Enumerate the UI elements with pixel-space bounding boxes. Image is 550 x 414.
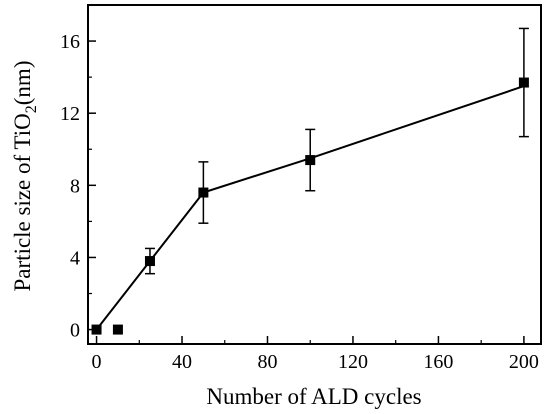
- y-tick-label: 16: [60, 31, 80, 53]
- y-tick-label: 0: [70, 320, 80, 342]
- x-tick-label: 120: [338, 351, 368, 373]
- data-point: [518, 77, 529, 88]
- y-axis-label-suffix: (nm): [10, 61, 35, 106]
- y-tick-label: 4: [70, 247, 80, 269]
- ticks: 0 40 80 120 160 200 0 4 8 12 16: [60, 31, 539, 373]
- x-tick-label: 160: [423, 351, 453, 373]
- data-point: [112, 324, 123, 335]
- y-axis-label: Particle size of TiO2(nm): [10, 61, 40, 292]
- data-point: [144, 256, 155, 267]
- x-tick-label: 80: [257, 351, 277, 373]
- y-axis-label-subscript: 2: [23, 105, 40, 113]
- data-points: [91, 77, 529, 335]
- y-axis-label-prefix: Particle size of TiO: [10, 113, 35, 291]
- data-point: [91, 324, 102, 335]
- x-tick-label: 40: [172, 351, 192, 373]
- error-bars: [144, 27, 529, 275]
- plot-frame: [87, 4, 542, 345]
- y-tick-label: 12: [60, 103, 80, 125]
- x-tick-label: 200: [509, 351, 539, 373]
- x-axis-label: Number of ALD cycles: [206, 384, 421, 409]
- y-tick-label: 8: [70, 175, 80, 197]
- data-point: [198, 187, 209, 198]
- fit-line: [95, 85, 525, 331]
- x-tick-label: 0: [92, 351, 102, 373]
- data-point: [305, 155, 316, 166]
- fit-line-group: [95, 85, 525, 331]
